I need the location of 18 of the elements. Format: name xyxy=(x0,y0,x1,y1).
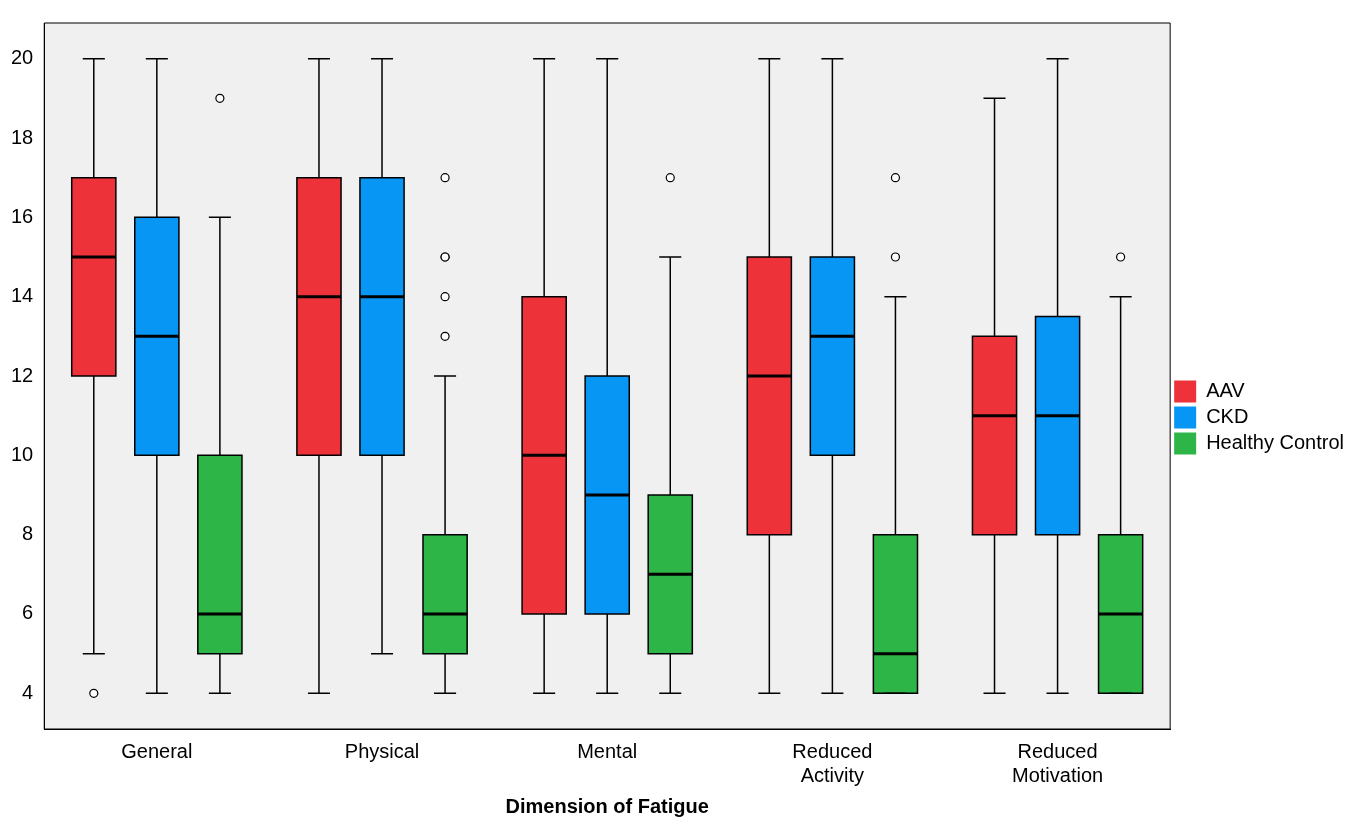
legend-label: CKD xyxy=(1206,405,1249,428)
x-tick-label: Mental xyxy=(577,739,638,762)
y-tick-label: 4 xyxy=(22,680,34,703)
x-tick-label: General xyxy=(121,739,193,762)
y-tick-label: 18 xyxy=(11,125,34,148)
y-tick-label: 6 xyxy=(22,601,34,624)
x-tick-label: Reduced Motivation xyxy=(1011,739,1104,786)
y-tick-label: 12 xyxy=(11,363,34,386)
y-tick-label: 10 xyxy=(11,442,34,465)
y-tick-label: 20 xyxy=(11,46,34,69)
x-tick-label: Physical xyxy=(344,739,420,762)
y-tick-label: 14 xyxy=(11,284,34,307)
x-tick-label: Reduced Activity xyxy=(792,739,873,786)
legend-label: AAV xyxy=(1206,379,1246,402)
y-tick-label: 8 xyxy=(22,522,34,545)
y-tick-label: 16 xyxy=(11,204,34,227)
x-axis-title: Dimension of Fatigue xyxy=(505,794,709,817)
legend-label: Healthy Control xyxy=(1206,431,1344,454)
